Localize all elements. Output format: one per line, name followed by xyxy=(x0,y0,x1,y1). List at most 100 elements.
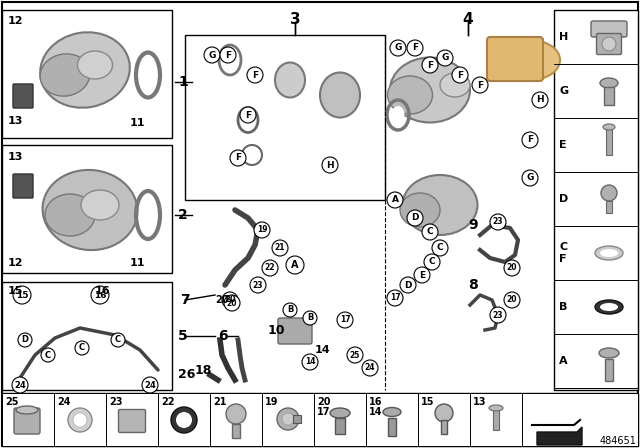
Text: C: C xyxy=(429,258,435,267)
Circle shape xyxy=(522,132,538,148)
Text: B: B xyxy=(307,314,313,323)
Circle shape xyxy=(532,92,548,108)
Text: 19: 19 xyxy=(257,225,268,234)
Text: 16: 16 xyxy=(95,286,111,296)
Text: A: A xyxy=(392,195,399,204)
Circle shape xyxy=(283,303,297,317)
Text: 4: 4 xyxy=(463,12,474,27)
Circle shape xyxy=(142,377,158,393)
Circle shape xyxy=(286,256,304,274)
Bar xyxy=(470,393,522,446)
Text: 16: 16 xyxy=(369,397,383,407)
Circle shape xyxy=(302,354,318,370)
Bar xyxy=(2,145,172,273)
Circle shape xyxy=(437,50,453,66)
Bar xyxy=(210,393,262,446)
Ellipse shape xyxy=(595,300,623,314)
Ellipse shape xyxy=(16,406,38,414)
Text: 24: 24 xyxy=(57,397,70,407)
Ellipse shape xyxy=(387,76,433,114)
Text: G: G xyxy=(394,43,402,52)
Text: B: B xyxy=(559,302,568,312)
Text: 14: 14 xyxy=(305,358,316,366)
Circle shape xyxy=(226,404,246,424)
Text: 6: 6 xyxy=(218,329,228,343)
Ellipse shape xyxy=(77,51,113,79)
Ellipse shape xyxy=(383,408,401,417)
Text: A: A xyxy=(559,356,568,366)
Bar xyxy=(262,393,314,446)
Ellipse shape xyxy=(599,348,619,358)
FancyBboxPatch shape xyxy=(596,34,621,55)
Circle shape xyxy=(240,107,256,123)
Text: F: F xyxy=(252,70,258,79)
Circle shape xyxy=(414,267,430,283)
Text: D: D xyxy=(404,280,412,289)
Text: F: F xyxy=(235,154,241,163)
Bar xyxy=(335,418,345,434)
Text: D: D xyxy=(22,336,29,345)
Text: 8: 8 xyxy=(468,278,477,292)
Text: 11: 11 xyxy=(130,118,145,128)
Text: 484651: 484651 xyxy=(599,436,636,446)
Circle shape xyxy=(171,407,197,433)
Text: F: F xyxy=(245,111,251,120)
Circle shape xyxy=(347,347,363,363)
Text: 17: 17 xyxy=(317,407,330,417)
Circle shape xyxy=(472,77,488,93)
Circle shape xyxy=(254,222,270,238)
Circle shape xyxy=(224,295,240,311)
Bar xyxy=(388,418,396,436)
Bar xyxy=(2,393,638,446)
Text: 25: 25 xyxy=(5,397,19,407)
Circle shape xyxy=(250,277,266,293)
Bar xyxy=(366,393,418,446)
Circle shape xyxy=(504,260,520,276)
Text: G: G xyxy=(526,173,534,182)
Circle shape xyxy=(407,210,423,226)
FancyBboxPatch shape xyxy=(118,409,145,432)
Circle shape xyxy=(337,312,353,328)
Bar xyxy=(606,201,612,213)
Circle shape xyxy=(176,412,192,428)
Bar xyxy=(2,10,172,138)
Circle shape xyxy=(490,214,506,230)
Circle shape xyxy=(422,57,438,73)
Circle shape xyxy=(262,260,278,276)
Text: F: F xyxy=(457,70,463,79)
Text: 10: 10 xyxy=(268,323,285,336)
Text: 24: 24 xyxy=(14,380,26,389)
Text: C: C xyxy=(436,244,444,253)
Text: 21: 21 xyxy=(275,244,285,253)
Text: 3: 3 xyxy=(290,12,300,27)
Ellipse shape xyxy=(40,32,130,108)
Ellipse shape xyxy=(440,73,470,97)
Circle shape xyxy=(73,413,87,427)
Bar xyxy=(158,393,210,446)
Text: 20: 20 xyxy=(507,263,517,272)
Text: 23: 23 xyxy=(493,310,503,319)
Bar xyxy=(310,35,548,390)
Bar xyxy=(606,127,612,155)
Ellipse shape xyxy=(390,57,470,122)
Ellipse shape xyxy=(400,193,440,227)
Circle shape xyxy=(504,292,520,308)
Text: H: H xyxy=(326,160,334,169)
Circle shape xyxy=(490,307,506,323)
Ellipse shape xyxy=(242,112,254,128)
Circle shape xyxy=(230,150,246,166)
Text: 2: 2 xyxy=(178,208,188,222)
FancyBboxPatch shape xyxy=(13,174,33,198)
Text: C: C xyxy=(79,344,85,353)
Circle shape xyxy=(247,67,263,83)
Text: 11: 11 xyxy=(130,258,145,268)
Text: 15: 15 xyxy=(8,286,24,296)
Bar xyxy=(604,87,614,105)
Text: G: G xyxy=(208,51,216,60)
Ellipse shape xyxy=(600,303,618,311)
Circle shape xyxy=(91,286,109,304)
Ellipse shape xyxy=(275,63,305,98)
Circle shape xyxy=(303,311,317,325)
Text: 24: 24 xyxy=(365,363,375,372)
Circle shape xyxy=(111,333,125,347)
